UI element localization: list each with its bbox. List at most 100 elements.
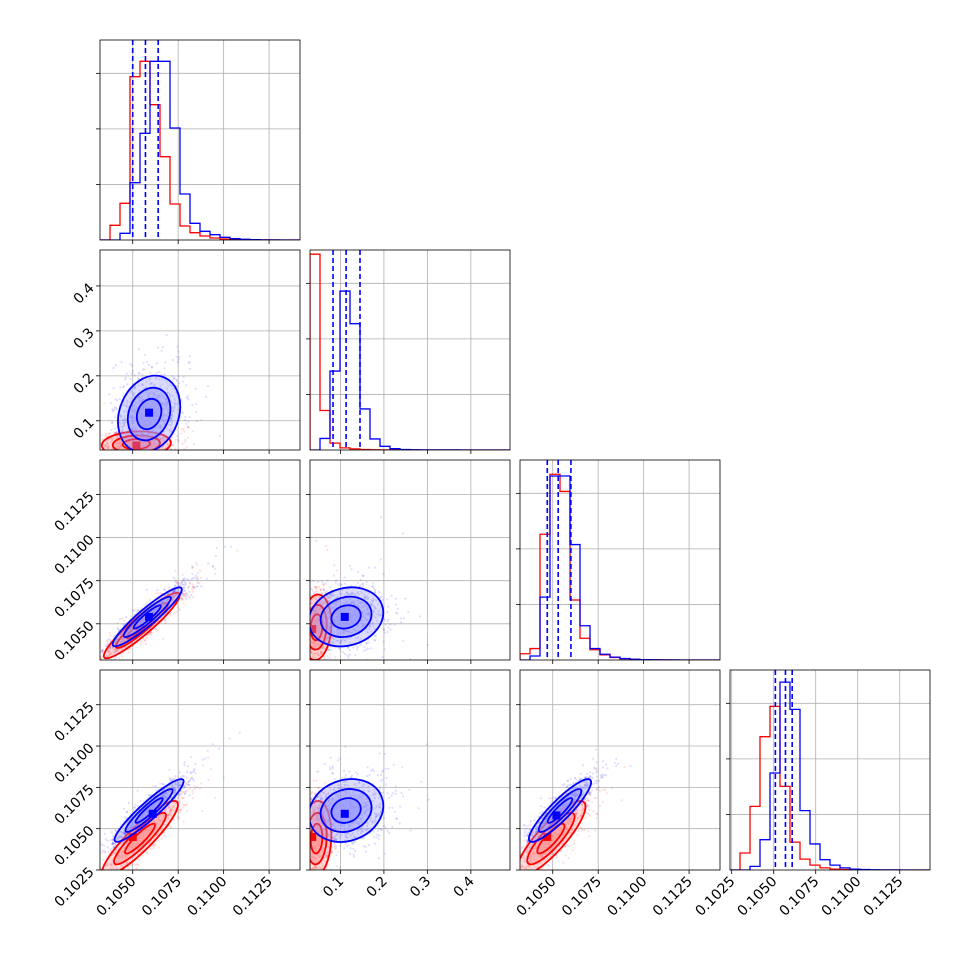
scatter-point	[308, 607, 310, 609]
scatter-point	[166, 617, 169, 620]
scatter-point	[122, 403, 125, 407]
scatter-point	[184, 582, 187, 585]
scatter-point	[159, 592, 162, 595]
scatter-point	[322, 602, 325, 605]
scatter-point	[116, 399, 119, 402]
scatter-point	[368, 627, 371, 631]
scatter-point	[327, 636, 330, 639]
scatter-point	[34, 437, 36, 439]
scatter-point	[90, 480, 92, 482]
scatter-point	[108, 472, 110, 474]
scatter-point	[184, 419, 187, 422]
scatter-point	[119, 415, 122, 418]
scatter-point	[314, 590, 317, 594]
scatter-point	[171, 387, 174, 390]
scatter-point	[118, 455, 120, 457]
scatter-point	[145, 451, 147, 453]
scatter-point	[124, 469, 126, 471]
scatter-point	[147, 453, 149, 455]
scatter-point	[315, 651, 318, 654]
scatter-point	[157, 451, 159, 453]
scatter-point	[123, 404, 126, 407]
scatter-point	[187, 578, 190, 582]
scatter-point	[142, 450, 144, 452]
scatter-point	[182, 583, 185, 586]
scatter-point	[171, 375, 174, 378]
scatter-point	[188, 590, 191, 593]
scatter-point	[105, 654, 108, 657]
scatter-point	[110, 653, 113, 656]
scatter-point	[324, 602, 327, 605]
scatter-point	[156, 589, 159, 592]
scatter-point	[310, 651, 313, 654]
scatter-point	[345, 591, 348, 594]
scatter-point	[140, 640, 143, 643]
scatter-point	[147, 453, 149, 455]
scatter-point	[306, 639, 308, 641]
scatter-point	[173, 590, 176, 593]
scatter-point	[127, 451, 129, 453]
scatter-point	[115, 649, 118, 652]
scatter-point	[91, 671, 93, 673]
scatter-point	[162, 447, 166, 450]
scatter-point	[135, 462, 137, 464]
panel-frame	[309, 249, 511, 451]
scatter-point	[87, 450, 89, 452]
scatter-point	[327, 596, 330, 599]
scatter-point	[129, 401, 132, 404]
scatter-point	[122, 386, 125, 389]
scatter-point	[107, 638, 110, 641]
scatter-point	[173, 406, 176, 409]
scatter-point	[325, 640, 328, 643]
scatter-point	[315, 662, 317, 664]
scatter-point	[183, 592, 186, 596]
scatter-point	[169, 417, 172, 420]
scatter-point	[195, 574, 198, 577]
scatter-point	[176, 434, 179, 438]
scatter-point	[110, 440, 113, 443]
scatter-point	[326, 637, 329, 640]
scatter-point	[191, 583, 194, 586]
scatter-point	[174, 594, 177, 597]
scatter-point	[105, 440, 109, 443]
scatter-point	[95, 658, 97, 660]
scatter-point	[380, 611, 383, 615]
scatter-point	[173, 377, 176, 380]
scatter-point	[308, 649, 310, 651]
scatter-point	[315, 599, 318, 602]
scatter-point	[364, 598, 367, 601]
scatter-point	[95, 446, 97, 448]
scatter-point	[171, 415, 174, 418]
scatter-point	[112, 650, 115, 653]
scatter-point	[95, 453, 97, 455]
scatter-point	[138, 389, 141, 392]
scatter-point	[114, 452, 116, 454]
scatter-point	[161, 436, 164, 439]
scatter-point	[329, 665, 331, 667]
scatter-point	[303, 594, 305, 596]
y-tick-label: 0.1125	[52, 489, 98, 535]
scatter-point	[119, 386, 122, 389]
scatter-point	[85, 447, 87, 449]
scatter-point	[301, 618, 303, 620]
scatter-point	[160, 438, 163, 441]
scatter-point	[312, 664, 314, 666]
scatter-point	[170, 411, 174, 414]
scatter-point	[124, 404, 127, 408]
scatter-point	[142, 457, 144, 459]
scatter-point	[386, 630, 389, 634]
scatter-point	[144, 450, 146, 452]
scatter-point	[307, 592, 309, 594]
scatter-point	[177, 581, 180, 585]
scatter-point	[125, 454, 127, 456]
scatter-point	[111, 448, 114, 450]
scatter-point	[185, 592, 188, 595]
scatter-point	[161, 452, 163, 454]
scatter-point	[321, 602, 324, 606]
scatter-point	[329, 653, 332, 656]
scatter-point	[196, 578, 199, 581]
scatter-point	[322, 671, 324, 673]
scatter-point	[116, 621, 119, 625]
scatter-point	[177, 350, 180, 353]
